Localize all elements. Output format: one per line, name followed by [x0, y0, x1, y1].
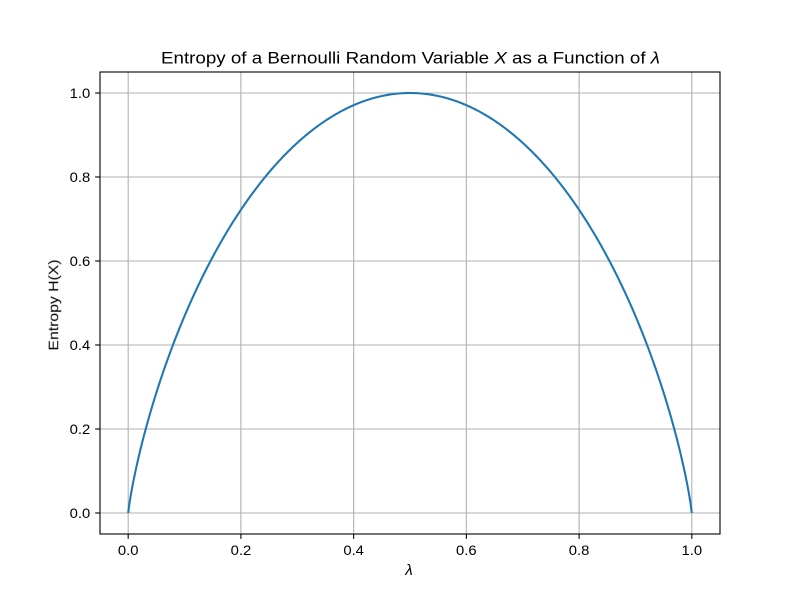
- svg-text:Entropy H(X): Entropy H(X): [45, 260, 61, 351]
- svg-text:0.0: 0.0: [118, 542, 139, 558]
- svg-text:0.2: 0.2: [231, 542, 252, 558]
- svg-text:0.8: 0.8: [70, 169, 91, 185]
- svg-text:1.0: 1.0: [70, 85, 91, 101]
- svg-text:0.2: 0.2: [70, 421, 91, 437]
- svg-text:Entropy of a Bernoulli Random: Entropy of a Bernoulli Random Variable X…: [161, 49, 660, 68]
- svg-text:0.0: 0.0: [70, 505, 91, 521]
- svg-text:0.4: 0.4: [70, 337, 91, 353]
- svg-text:0.6: 0.6: [70, 253, 91, 269]
- svg-text:1.0: 1.0: [682, 542, 703, 558]
- svg-text:0.6: 0.6: [456, 542, 477, 558]
- svg-text:0.4: 0.4: [343, 542, 364, 558]
- svg-text:0.8: 0.8: [569, 542, 590, 558]
- svg-text:λ: λ: [404, 562, 412, 579]
